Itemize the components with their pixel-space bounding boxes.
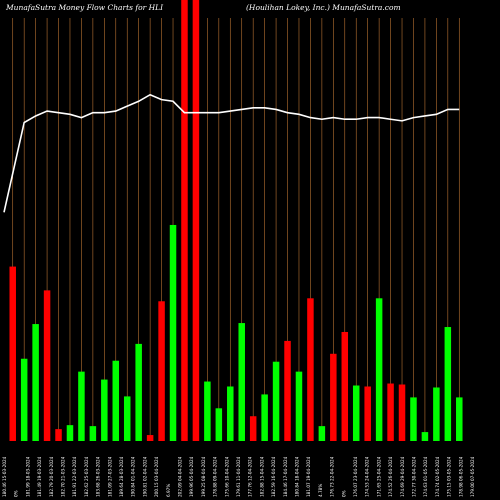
x-tick-label: 4.78% bbox=[318, 484, 323, 497]
bar bbox=[330, 353, 337, 441]
bar bbox=[66, 425, 74, 441]
bar bbox=[192, 0, 200, 441]
bar bbox=[146, 435, 154, 441]
bar bbox=[249, 416, 257, 441]
x-tick-label: 190.84 01-04-2024 bbox=[131, 456, 136, 497]
bar bbox=[272, 361, 280, 441]
price-line-layer bbox=[3, 93, 460, 213]
bar bbox=[89, 426, 97, 441]
x-tick-label: 178.98 06-05-2024 bbox=[458, 456, 463, 497]
bar bbox=[364, 386, 371, 441]
bar bbox=[123, 396, 131, 441]
bar bbox=[238, 323, 245, 441]
x-tick-label: 182.62 25-03-2024 bbox=[84, 456, 89, 497]
bar bbox=[352, 385, 360, 441]
x-tick-label: 199.96 05-04-2024 bbox=[189, 456, 194, 497]
bar bbox=[387, 383, 394, 441]
bar bbox=[433, 387, 440, 441]
x-tick-label: 180.84 18-04-2024 bbox=[295, 456, 300, 497]
bar bbox=[398, 384, 406, 441]
x-tick-label: 176.73 22-04-2024 bbox=[330, 456, 335, 497]
x-tick-label: 176.07 23-04-2024 bbox=[353, 456, 358, 497]
bar bbox=[9, 266, 16, 441]
chart-title-left: MunafaSutra Money Flow Charts for HLI bbox=[5, 3, 164, 12]
bar bbox=[295, 371, 303, 441]
bar bbox=[307, 298, 314, 441]
bar bbox=[112, 360, 120, 441]
x-tick-label: 199.25 08-04-2024 bbox=[201, 456, 206, 497]
x-tick-label: 181.09 27-03-2024 bbox=[107, 456, 112, 497]
x-tick-label: 179.00 07-05-2024 bbox=[470, 456, 475, 497]
x-tick-label: 177.76 12-04-2024 bbox=[248, 456, 253, 497]
bar bbox=[227, 386, 234, 441]
x-tick-label: 0% bbox=[14, 490, 19, 497]
x-tick-label: 181.99 18-03-2024 bbox=[25, 456, 30, 497]
bar bbox=[101, 379, 108, 441]
x-tick-label: 182.79 20-03-2024 bbox=[49, 456, 54, 497]
bar bbox=[43, 290, 51, 441]
bar bbox=[375, 298, 383, 441]
x-tick-label: 181.49 19-03-2024 bbox=[37, 456, 42, 497]
x-tick-label: 0% bbox=[341, 490, 346, 497]
x-tick-label: 181.07 19-04-2024 bbox=[306, 456, 311, 497]
x-tick-label: 180.46 15-03-2024 bbox=[2, 456, 7, 497]
x-tick-label: 189.64 28-03-2024 bbox=[119, 456, 124, 497]
x-tick-label: 179.61 11-04-2024 bbox=[236, 456, 241, 497]
bar bbox=[456, 397, 463, 441]
x-tick-label: 174.63 01-05-2024 bbox=[423, 456, 428, 497]
x-tick-label: 182.70 21-03-2024 bbox=[61, 456, 66, 497]
x-tick-label: 181.91 22-03-2024 bbox=[72, 456, 77, 497]
x-tick-label: 190.81 02-04-2024 bbox=[142, 456, 147, 497]
x-tick-label: 175.66 10-04-2024 bbox=[224, 456, 229, 497]
bar bbox=[55, 429, 62, 441]
x-tick-label: 174.53 24-04-2024 bbox=[365, 456, 370, 497]
x-tick-label: 174.74 02-05-2024 bbox=[435, 456, 440, 497]
x-tick-label: 175.15 03-05-2024 bbox=[447, 456, 452, 497]
x-tick-label: 174.52 26-04-2024 bbox=[388, 456, 393, 497]
bar bbox=[181, 0, 188, 441]
bar bbox=[410, 397, 417, 441]
x-tick-label: 183.68 26-03-2024 bbox=[96, 456, 101, 497]
chart-title-right: (Houlihan Lokey, Inc.) MunafaSutra.com bbox=[246, 3, 401, 12]
x-tick-label: 172.77 30-04-2024 bbox=[412, 456, 417, 497]
x-tick-label: 6.97% bbox=[166, 484, 171, 497]
x-axis-ticks: 180.46 15-03-2024 0% 181.99 18-03-2024 181.… bbox=[2, 456, 475, 497]
bar bbox=[158, 301, 165, 441]
bar bbox=[169, 224, 177, 441]
bar bbox=[318, 426, 326, 441]
x-tick-label: 200.15 03-04-2024 bbox=[154, 456, 159, 497]
bar bbox=[421, 432, 429, 441]
x-tick-label: 202.09 04-04-2024 bbox=[178, 456, 183, 497]
bar bbox=[20, 358, 28, 441]
bar bbox=[284, 340, 291, 441]
bar bbox=[135, 343, 142, 441]
price-line bbox=[3, 93, 460, 213]
bar bbox=[341, 331, 349, 441]
bar bbox=[32, 324, 39, 441]
x-tick-label: 178.88 09-04-2024 bbox=[213, 456, 218, 497]
bar bbox=[261, 394, 268, 441]
x-tick-label: 174.69 29-04-2024 bbox=[400, 456, 405, 497]
x-tick-label: 182.88 15-04-2024 bbox=[259, 456, 264, 497]
bar bbox=[78, 371, 85, 441]
x-tick-label: 184.46 17-04-2024 bbox=[283, 456, 288, 497]
x-tick-label: 182.59 16-04-2024 bbox=[271, 456, 276, 497]
bar bbox=[444, 327, 452, 441]
bar bbox=[215, 408, 223, 441]
bar bbox=[204, 381, 211, 441]
x-tick-label: 171.65 25-04-2024 bbox=[376, 456, 381, 497]
bar-series bbox=[9, 0, 463, 441]
